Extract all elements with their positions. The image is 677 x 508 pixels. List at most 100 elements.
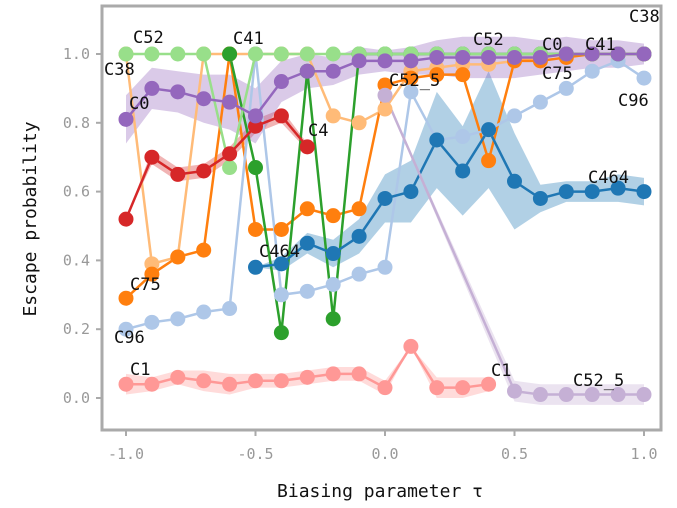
point-c0 (532, 49, 548, 65)
point-c1 (222, 376, 238, 392)
point-c464 (610, 180, 626, 196)
y-tick-label: 0.2 (63, 320, 90, 338)
point-c41 (273, 325, 289, 341)
point-c4 (170, 166, 186, 182)
point-c464 (248, 259, 263, 275)
point-c75 (196, 242, 212, 258)
point-c52 (325, 46, 341, 62)
point-c464 (558, 184, 574, 200)
point-c52-5 (610, 387, 626, 403)
point-c52-5 (532, 387, 548, 403)
point-c0 (273, 74, 289, 90)
point-c1 (273, 373, 289, 389)
point-c75 (481, 153, 497, 169)
point-c41 (325, 311, 341, 327)
point-c75 (377, 77, 393, 93)
series-label: C75 (542, 64, 573, 84)
y-tick-label: 0.4 (63, 251, 90, 269)
point-c1 (455, 380, 471, 396)
point-c0 (377, 53, 393, 69)
y-axis-label: Escape probability (20, 121, 41, 316)
point-c1 (299, 369, 315, 385)
point-c52 (273, 46, 289, 62)
point-c75 (118, 290, 134, 306)
point-c96 (299, 283, 315, 299)
point-c464 (299, 235, 315, 251)
point-c464 (636, 184, 652, 200)
point-c0 (144, 80, 160, 96)
series-label: C38 (104, 60, 135, 80)
point-c96 (222, 301, 238, 317)
series-label: C464 (259, 242, 300, 262)
point-c75 (455, 67, 471, 83)
axis-ticks: -1.0 -0.5 0.0 0.5 1.0 0.0 0.2 0.4 0.6 0.8 1.0 (63, 45, 658, 463)
series-label: C52 (473, 30, 504, 50)
point-c1 (403, 338, 419, 354)
point-c0 (455, 49, 471, 65)
point-c38 (377, 101, 393, 117)
point-c38 (144, 256, 160, 272)
point-c0 (584, 46, 600, 62)
point-c96 (584, 63, 600, 79)
point-c464 (377, 190, 393, 206)
point-c52 (222, 160, 238, 176)
point-c96 (636, 70, 652, 86)
x-tick-label: 0.0 (371, 445, 398, 463)
series-label: C38 (629, 7, 660, 27)
point-c96 (144, 314, 160, 330)
series-label: C96 (114, 328, 145, 348)
series-label: C4 (308, 121, 328, 141)
point-c464 (273, 256, 289, 272)
point-c0 (558, 46, 574, 62)
point-c4 (248, 118, 263, 134)
point-c4 (196, 163, 212, 179)
point-c1 (170, 369, 186, 385)
point-c96 (507, 108, 522, 124)
point-c464 (325, 246, 341, 262)
point-c41 (248, 160, 263, 176)
point-c38 (351, 115, 367, 131)
x-axis-label: Biasing parameter τ (277, 481, 483, 502)
point-c4 (144, 149, 160, 165)
series-label: C41 (585, 35, 616, 55)
series-label: C52_5 (573, 371, 624, 391)
y-tick-label: 0.6 (63, 183, 90, 201)
point-c75 (403, 70, 419, 86)
x-tick-label: -1.0 (108, 445, 144, 463)
point-c1 (118, 376, 134, 392)
point-c464 (455, 163, 471, 179)
point-c52-5 (377, 87, 393, 103)
point-c1 (325, 366, 341, 382)
point-c0 (351, 53, 367, 69)
point-c75 (273, 221, 289, 237)
point-c0 (325, 63, 341, 79)
point-c4 (118, 211, 134, 227)
point-c75 (248, 221, 263, 237)
point-c0 (118, 111, 134, 127)
point-c75 (170, 249, 186, 265)
point-c52-5 (636, 387, 652, 403)
x-tick-label: 0.5 (501, 445, 528, 463)
point-c0 (481, 49, 497, 65)
y-tick-label: 0.0 (63, 389, 90, 407)
x-tick-label: 1.0 (630, 445, 657, 463)
point-c1 (351, 366, 367, 382)
point-c464 (481, 122, 497, 138)
point-c464 (532, 190, 548, 206)
band-c4 (126, 109, 308, 220)
point-c0 (299, 63, 315, 79)
point-c96 (377, 259, 393, 275)
series-label: C96 (618, 91, 649, 111)
series-label: C1 (491, 361, 511, 381)
point-c75 (429, 67, 445, 83)
series-label: C41 (233, 29, 264, 49)
point-c1 (481, 376, 497, 392)
plot-frame (100, 4, 663, 432)
point-c4 (273, 108, 289, 124)
series-label: C1 (130, 360, 150, 380)
series-label: C0 (542, 35, 562, 55)
point-c1 (144, 376, 160, 392)
point-c96 (532, 94, 548, 110)
point-c52 (118, 46, 134, 62)
